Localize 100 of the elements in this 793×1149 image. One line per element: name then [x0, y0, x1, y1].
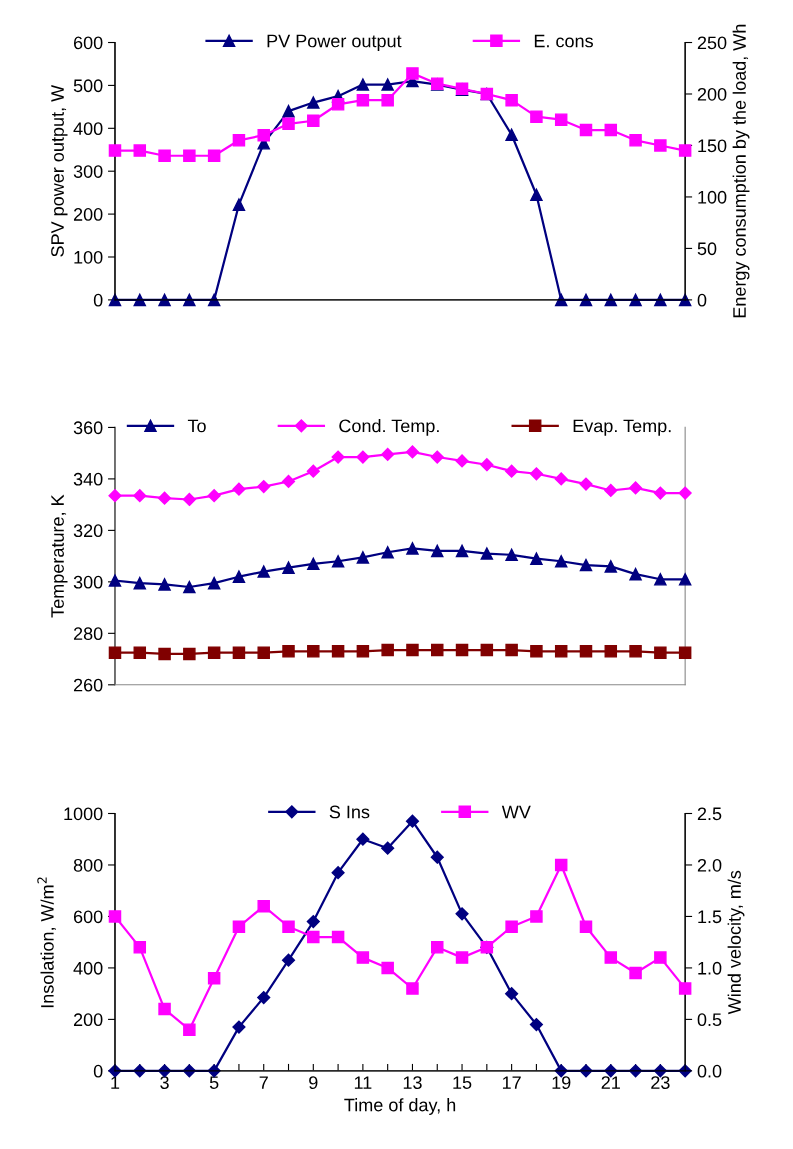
point — [356, 450, 370, 464]
x-axis-title: Time of day, h — [344, 1098, 456, 1115]
point — [604, 123, 618, 137]
point — [505, 987, 519, 1001]
point — [455, 454, 469, 468]
point — [307, 96, 320, 109]
point — [282, 920, 295, 933]
point — [307, 930, 320, 944]
x-tick-label: 23 — [651, 1076, 670, 1089]
point — [654, 139, 667, 152]
point — [207, 576, 221, 590]
point — [108, 574, 122, 587]
point — [282, 561, 295, 574]
point — [108, 144, 122, 157]
y-tick-label: 1000 — [64, 807, 103, 821]
point — [381, 841, 395, 855]
point — [654, 646, 667, 659]
point — [182, 492, 196, 507]
point — [307, 114, 320, 128]
point — [381, 961, 394, 975]
y-axis-title: Insolation, W/m$^{2}$ — [37, 877, 56, 1008]
point — [554, 555, 568, 568]
y2-axis-title: Wind velocity, m/s — [727, 870, 745, 1015]
point — [405, 814, 420, 828]
point — [381, 546, 394, 559]
point — [158, 647, 171, 661]
y-tick-label: 300 — [73, 165, 103, 178]
point — [282, 117, 295, 131]
y-tick-label: 800 — [73, 858, 103, 872]
point — [505, 464, 519, 478]
y2-tick-label: 1.0 — [698, 961, 722, 975]
point — [530, 552, 543, 565]
x-tick-label: 1 — [111, 1076, 120, 1089]
y-tick-label: 600 — [73, 36, 103, 50]
point — [207, 149, 221, 163]
point — [232, 134, 246, 147]
y-tick-label: 340 — [73, 472, 103, 486]
point — [505, 128, 518, 141]
point — [406, 643, 419, 657]
point — [579, 558, 593, 572]
point — [331, 930, 345, 944]
point — [232, 482, 246, 496]
y-tick-label: 320 — [73, 524, 103, 538]
point — [629, 567, 642, 581]
point — [331, 450, 345, 464]
point — [282, 645, 295, 658]
point — [678, 144, 692, 157]
point — [579, 477, 593, 491]
point — [381, 643, 394, 657]
point — [579, 645, 593, 658]
y2-tick-label: 50 — [697, 242, 717, 256]
point — [406, 982, 419, 995]
point — [530, 645, 543, 658]
point — [505, 643, 518, 657]
point — [654, 573, 667, 586]
point — [281, 953, 296, 967]
y-tick-label: 360 — [73, 421, 103, 435]
point — [554, 472, 568, 486]
point — [455, 643, 469, 657]
legend-label: PV Power output — [267, 34, 402, 51]
point — [381, 93, 394, 107]
point — [257, 646, 270, 659]
point — [257, 899, 270, 913]
point — [406, 67, 419, 80]
y2-tick-label: 0.0 — [697, 1064, 722, 1078]
point — [678, 486, 692, 500]
point — [331, 98, 345, 111]
point — [530, 188, 543, 202]
point — [331, 866, 345, 880]
point — [133, 941, 147, 954]
point — [431, 643, 444, 657]
point — [108, 646, 122, 659]
y-tick-label: 200 — [73, 208, 103, 221]
y-tick-label: 300 — [73, 575, 103, 589]
point — [554, 113, 568, 126]
point — [257, 990, 271, 1005]
y2-tick-label: 200 — [697, 87, 727, 101]
y-tick-label: 500 — [73, 79, 103, 93]
point — [257, 480, 271, 494]
y2-axis-title: Energy consumption by the load, Wh — [732, 24, 750, 318]
x-tick-label: 3 — [160, 1076, 169, 1089]
point — [133, 489, 147, 503]
x-tick-label: 7 — [259, 1076, 268, 1089]
point — [381, 447, 395, 462]
y-tick-label: 200 — [73, 1013, 103, 1027]
point — [579, 123, 593, 137]
y-tick-label: 400 — [73, 122, 103, 136]
point — [653, 486, 667, 500]
point — [331, 555, 345, 568]
point — [529, 467, 544, 481]
point — [133, 646, 147, 659]
point — [183, 1023, 196, 1036]
point — [356, 78, 370, 91]
y-tick-label: 0 — [93, 293, 103, 307]
point — [306, 915, 320, 929]
point — [307, 557, 320, 571]
point — [406, 542, 419, 555]
point — [604, 483, 618, 498]
y-tick-label: 400 — [73, 961, 103, 975]
y-tick-label: 600 — [73, 910, 103, 924]
